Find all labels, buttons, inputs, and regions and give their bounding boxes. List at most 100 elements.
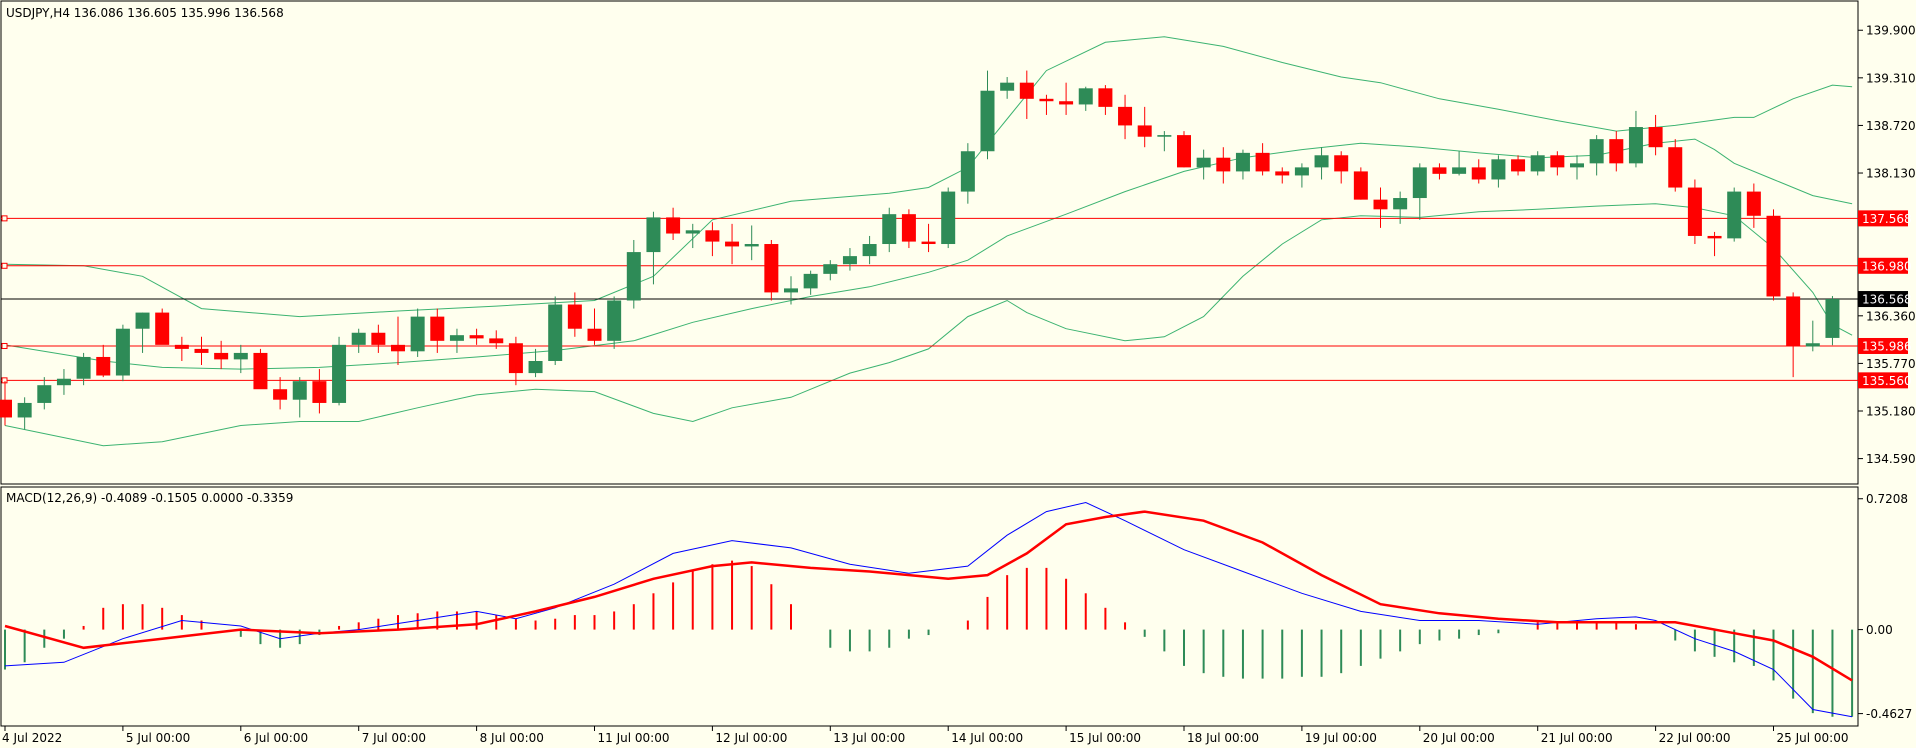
time-axis-label: 13 Jul 00:00 <box>833 731 905 745</box>
candle-body <box>1059 101 1074 105</box>
candle-body <box>882 214 897 245</box>
candle-body <box>725 241 740 247</box>
candle-body <box>1687 187 1702 236</box>
macd-axis-label: 0.00 <box>1866 623 1893 637</box>
candle-body <box>253 352 268 390</box>
candle-body <box>921 241 936 245</box>
time-axis: 4 Jul 2022 5 Jul 00:00 6 Jul 00:00 7 Jul 00… <box>2 726 1848 745</box>
candle-body <box>960 151 975 192</box>
candle-body <box>646 217 661 253</box>
candle-body <box>449 335 464 341</box>
level-price-tag <box>1858 257 1908 274</box>
candle-body <box>1314 155 1329 168</box>
candle-body <box>1786 296 1801 347</box>
candle-body <box>980 90 995 152</box>
candle-body <box>901 214 916 242</box>
candle-body <box>1177 135 1191 168</box>
candle-body <box>1196 157 1211 168</box>
candle-body <box>1628 127 1643 164</box>
price-axis-label: 139.310 <box>1866 71 1916 85</box>
candle-body <box>1118 106 1133 126</box>
candle-body <box>1511 159 1526 172</box>
candle-body <box>1648 127 1663 148</box>
candle-body <box>1353 171 1368 200</box>
candle-body <box>842 256 857 265</box>
time-axis-label: 8 Jul 00:00 <box>480 731 544 745</box>
candle-body <box>0 399 12 418</box>
candle-body <box>1157 135 1172 137</box>
level-price-label: 136.980 <box>1862 259 1912 273</box>
candle-body <box>17 402 32 418</box>
candle-body <box>666 217 681 234</box>
candle-body <box>1255 152 1270 172</box>
candle-body <box>1019 82 1034 99</box>
macd-panel-header: MACD(12,26,9) -0.4089 -0.1505 0.0000 -0.… <box>6 491 293 505</box>
candle-body <box>155 312 170 345</box>
macd-panel-frame <box>0 486 1859 727</box>
candle-body <box>1668 147 1683 188</box>
level-price-label: 135.560 <box>1862 374 1912 388</box>
candle-body <box>1216 157 1231 172</box>
candle-body <box>685 230 700 234</box>
horizontal-levels[interactable]: 137.568 136.980 136.568 135.986 135.560 <box>1 210 1912 389</box>
candle-body <box>233 352 248 360</box>
candle-body <box>76 356 91 379</box>
level-price-tag <box>1858 291 1908 308</box>
price-axis-label: 138.130 <box>1866 167 1916 181</box>
candle-body <box>1609 139 1624 164</box>
candle-body <box>1550 155 1565 168</box>
bollinger-middle-line <box>4 138 1853 370</box>
candle-body <box>1707 235 1722 239</box>
level-price-label: 136.568 <box>1862 293 1912 307</box>
level-price-label: 135.986 <box>1862 339 1912 353</box>
candle-body <box>371 332 386 345</box>
macd-signal-line <box>4 510 1853 682</box>
macd-panel[interactable]: MACD(12,26,9) -0.4089 -0.1505 0.0000 -0.… <box>0 486 1912 727</box>
candle-body <box>115 328 130 376</box>
price-panel[interactable]: 137.568 136.980 136.568 135.986 135.560 USDJ… <box>0 0 1916 485</box>
candle-body <box>410 316 425 352</box>
level-price-tag <box>1858 210 1908 227</box>
time-axis-label: 6 Jul 00:00 <box>244 731 308 745</box>
candle-body <box>626 252 641 301</box>
level-price-label: 137.568 <box>1862 212 1912 226</box>
price-axis-label: 135.770 <box>1866 357 1916 371</box>
candle-body <box>1825 299 1840 338</box>
candle-body <box>705 230 720 242</box>
candle-body <box>469 335 484 339</box>
price-panel-frame <box>0 0 1859 485</box>
candle-body <box>351 332 366 345</box>
level-price-tag <box>1858 372 1908 389</box>
candle-body <box>1570 163 1584 168</box>
time-axis-label: 4 Jul 2022 <box>2 731 62 745</box>
time-axis-label: 20 Jul 00:00 <box>1423 731 1495 745</box>
candle-body <box>1137 125 1152 137</box>
candles <box>0 70 1840 430</box>
price-panel-header: USDJPY,H4 136.086 136.605 135.996 136.56… <box>6 6 284 20</box>
candle-body <box>56 378 71 386</box>
candle-body <box>1412 167 1427 199</box>
time-axis-label: 18 Jul 00:00 <box>1187 731 1259 745</box>
time-axis-label: 7 Jul 00:00 <box>362 731 426 745</box>
candle-body <box>941 191 956 245</box>
candle-body <box>1000 82 1015 91</box>
time-axis-label: 5 Jul 00:00 <box>126 731 190 745</box>
candle-body <box>1039 98 1054 102</box>
level-anchor-handle <box>1 262 8 269</box>
bollinger-upper-line <box>4 36 1853 318</box>
candle-body <box>489 338 504 344</box>
candle-body <box>1294 167 1309 176</box>
candle-body <box>862 244 877 257</box>
price-axis-label: 136.360 <box>1866 309 1916 323</box>
candle-body <box>292 381 307 400</box>
candle-body <box>1275 171 1290 176</box>
time-axis-label: 25 Jul 00:00 <box>1777 731 1849 745</box>
price-axis-label: 135.180 <box>1866 405 1916 419</box>
candle-body <box>1727 191 1742 239</box>
bollinger-lower-line <box>4 203 1853 447</box>
price-axis-label: 138.720 <box>1866 119 1916 133</box>
bollinger-bands <box>4 36 1853 447</box>
candle-body <box>174 344 189 349</box>
